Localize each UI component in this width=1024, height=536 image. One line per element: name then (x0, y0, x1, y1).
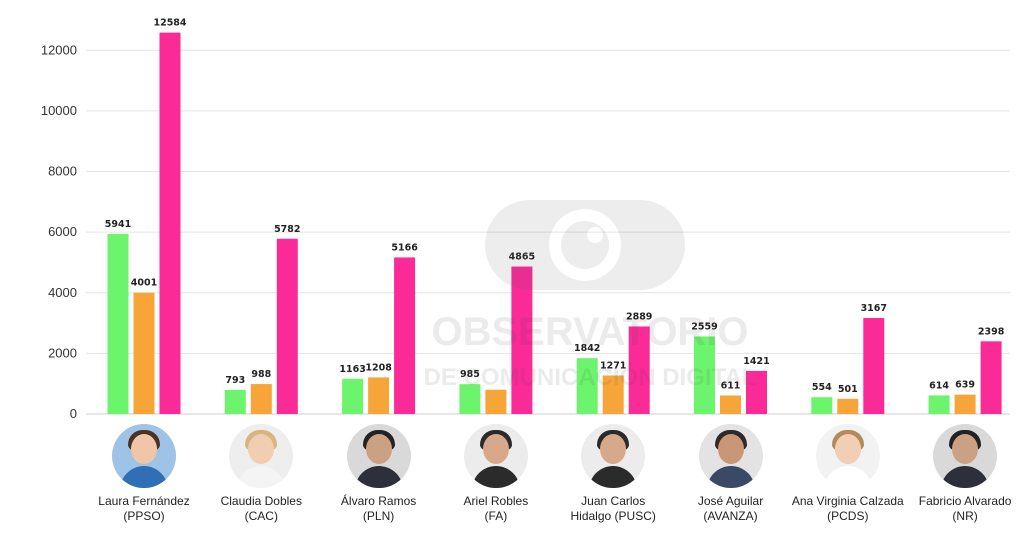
y-tick-label: 10000 (41, 103, 77, 118)
candidate-party: (CAC) (244, 509, 278, 523)
bar-value-label: 1163 (339, 364, 365, 375)
bar (159, 32, 181, 414)
woman-blonde-hair-avatar (229, 424, 294, 488)
bar-value-label: 554 (812, 382, 832, 393)
candidate-party: Hidalgo (PUSC) (570, 509, 656, 523)
bar-value-label: 1271 (600, 360, 626, 371)
bar (602, 375, 624, 414)
candidate-name: Ana Virginia Calzada (PCDS) (788, 494, 908, 524)
bar (224, 389, 246, 414)
candidate-party: (AVANZA) (703, 509, 758, 523)
candidate-name: José Aguilar (AVANZA) (671, 494, 791, 524)
candidate-name: Álvaro Ramos (PLN) (319, 494, 439, 524)
bar-value-label: 4001 (131, 278, 157, 289)
bar-value-label: 1208 (365, 362, 392, 373)
man-suit-avatar (346, 424, 411, 488)
candidate-party: (PPSO) (123, 509, 165, 523)
candidate-name-line1: Claudia Dobles (220, 494, 302, 508)
bar (811, 397, 833, 414)
candidate-label: Juan Carlos Hidalgo (PUSC) (553, 424, 673, 524)
bar (342, 378, 364, 414)
man-smiling-avatar (698, 424, 763, 488)
candidate-name-line1: Álvaro Ramos (340, 494, 417, 508)
bar (928, 395, 950, 414)
bar (459, 384, 481, 414)
woman-dark-hair-avatar (112, 424, 176, 488)
candidate-name-line1: Ana Virginia Calzada (791, 494, 904, 508)
candidate-label: Ana Virginia Calzada (PCDS) (788, 424, 908, 524)
candidate-name-line1: Laura Fernández (98, 494, 190, 508)
y-tick-label: 12000 (41, 42, 77, 57)
candidate-name: Ariel Robles (FA) (436, 494, 556, 524)
bar-value-label: 5941 (105, 219, 131, 230)
candidate-party: (PCDS) (827, 509, 869, 523)
bar (576, 358, 598, 414)
bar-value-label: 3167 (861, 303, 887, 314)
bar (720, 395, 741, 414)
bar-value-label: 611 (721, 380, 741, 391)
bar-value-label: 1842 (574, 343, 600, 354)
bar-value-label: 5166 (391, 242, 418, 253)
bar (511, 266, 533, 414)
bar (628, 326, 650, 414)
candidate-name: Laura Fernández (PPSO) (84, 494, 204, 524)
candidate-label: Ariel Robles (FA) (436, 424, 556, 524)
bar-value-label: 614 (929, 380, 949, 391)
man-beard-avatar (463, 424, 528, 488)
bar (368, 377, 390, 414)
man-suit-avatar (933, 424, 998, 488)
bar-value-label: 5782 (274, 224, 300, 235)
candidate-label: Claudia Dobles (CAC) (201, 424, 321, 524)
bar-value-label: 4865 (509, 252, 535, 263)
man-beard-avatar (581, 424, 646, 488)
grid-lines (86, 49, 1010, 415)
bar-value-label: 12584 (153, 18, 186, 29)
bar (394, 257, 416, 414)
y-tick-label: 0 (70, 406, 77, 421)
bar (837, 398, 859, 414)
bar (980, 341, 1002, 414)
y-tick-label: 2000 (48, 345, 77, 360)
y-tick-label: 8000 (48, 164, 77, 179)
bar-value-label: 1421 (743, 356, 769, 367)
candidate-name: Fabricio Alvarado (NR) (905, 494, 1024, 524)
y-axis-ticks: 0 2000 4000 6000 8000 10000 12000 (41, 42, 77, 421)
bar-value-label: 2398 (978, 326, 1005, 337)
y-tick-label: 6000 (48, 224, 77, 239)
candidate-label: Laura Fernández (PPSO) (84, 424, 204, 524)
bar-chart: 0 2000 4000 6000 8000 10000 12000 5941 793 1163 9… (41, 18, 1010, 421)
bar (694, 336, 715, 414)
bar (863, 318, 885, 414)
candidate-party: (NR) (952, 509, 978, 523)
bar (485, 389, 507, 414)
candidate-name-line1: Ariel Robles (463, 494, 529, 508)
candidate-label: José Aguilar (AVANZA) (671, 424, 791, 524)
data-labels: 5941 793 1163 985 1842 2559 554 614 4001 988 1208 1… (105, 18, 1005, 395)
bar (250, 384, 272, 414)
woman-light-hair-avatar (815, 424, 880, 488)
bar-value-label: 988 (251, 369, 271, 380)
candidate-name: Juan Carlos Hidalgo (PUSC) (553, 494, 673, 524)
bar (746, 370, 767, 414)
candidate-name: Claudia Dobles (CAC) (201, 494, 321, 524)
bar (276, 238, 298, 414)
bar-value-label: 639 (955, 380, 975, 391)
y-tick-label: 4000 (48, 285, 77, 300)
bars (107, 32, 1002, 414)
bar (954, 394, 976, 414)
bar-value-label: 793 (225, 375, 245, 386)
bar (107, 233, 129, 414)
bar-value-label: 501 (838, 384, 858, 395)
candidate-label: Fabricio Alvarado (NR) (905, 424, 1024, 524)
bar-value-label: 2889 (626, 311, 652, 322)
candidate-party: (PLN) (362, 509, 395, 523)
candidate-label: Álvaro Ramos (PLN) (319, 424, 439, 524)
bar-value-label: 2559 (691, 321, 717, 332)
candidate-name-line1: Juan Carlos (581, 494, 646, 508)
candidate-name-line1: José Aguilar (697, 494, 764, 508)
bar-value-label: 985 (460, 369, 480, 380)
candidate-party: (FA) (484, 509, 508, 523)
candidate-name-line1: Fabricio Alvarado (918, 494, 1012, 508)
bar (133, 292, 155, 414)
